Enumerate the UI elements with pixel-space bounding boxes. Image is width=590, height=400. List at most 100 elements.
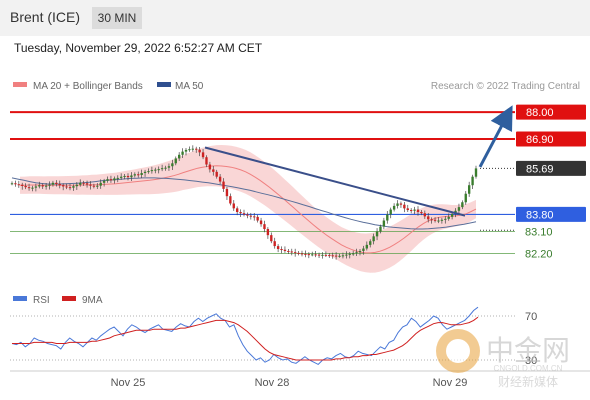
candle-body	[297, 252, 300, 254]
rsi-plot: 30 70	[10, 306, 537, 367]
candle-body	[17, 184, 21, 186]
candle-body	[382, 220, 386, 227]
legend-swatch-ma20	[13, 82, 27, 87]
candle-body	[174, 158, 177, 164]
legend-label-9ma: 9MA	[82, 295, 103, 306]
candle-body	[72, 186, 75, 188]
candle-body	[474, 168, 478, 177]
candle-body	[348, 253, 351, 255]
candle-body	[273, 241, 276, 247]
candle-body	[34, 186, 38, 188]
candle-body	[266, 229, 270, 236]
candle-body	[102, 180, 106, 183]
candle-body	[242, 213, 246, 215]
candle-body	[164, 167, 167, 169]
candle-body	[99, 182, 102, 186]
watermark-subtitle: 财经新媒体	[498, 374, 558, 389]
candle-body	[41, 185, 44, 187]
candle-body	[181, 151, 184, 155]
candle-body	[375, 231, 379, 237]
candle-body	[222, 181, 225, 189]
candle-body	[10, 183, 14, 185]
candle-body	[48, 184, 51, 186]
candle-body	[290, 251, 293, 253]
x-tick-label: Nov 25	[111, 377, 146, 389]
candle-body	[450, 213, 454, 217]
price-label-text: 82.20	[525, 248, 553, 260]
candle-body	[96, 185, 99, 187]
candle-body	[283, 249, 287, 251]
candle-body	[113, 178, 116, 181]
trend-line	[204, 146, 466, 217]
price-label-box	[516, 160, 586, 176]
candle-body	[89, 184, 92, 186]
candle-body	[191, 148, 195, 150]
candle-body	[328, 255, 331, 257]
candle-body	[355, 252, 358, 254]
candle-body	[79, 182, 82, 185]
price-label-text: 86.90	[526, 134, 554, 146]
candle-body	[160, 168, 164, 170]
candle-body	[406, 208, 409, 211]
candle-body	[280, 249, 283, 251]
candle-body	[399, 203, 403, 205]
candle-body	[334, 255, 338, 257]
instrument-title: Brent (ICE)	[10, 9, 81, 25]
candle-body	[379, 226, 382, 232]
x-tick-label: Nov 28	[255, 377, 290, 389]
candle-body	[106, 179, 109, 181]
candle-body	[167, 166, 171, 168]
candle-body	[287, 250, 290, 252]
candle-body	[270, 235, 273, 242]
price-label-box	[516, 131, 586, 147]
candle-body	[440, 219, 444, 221]
candle-body	[198, 149, 201, 153]
candle-body	[358, 250, 362, 253]
candle-body	[92, 185, 96, 187]
watermark-url: CNGOLD.COM.CN	[494, 364, 563, 373]
price-label-box	[516, 206, 586, 222]
candle-body	[317, 254, 321, 256]
candle-body	[75, 184, 79, 187]
candle-body	[171, 163, 174, 167]
candle-body	[416, 209, 420, 212]
candle-body	[119, 176, 123, 178]
candle-body	[150, 170, 154, 172]
candle-body	[467, 185, 471, 194]
candle-body	[123, 175, 126, 177]
watermark: 中金网 CNGOLD.COM.CN 财经新媒体	[436, 329, 570, 389]
candle-body	[249, 215, 253, 217]
rsi-tick-label: 30	[525, 355, 537, 367]
candle-body	[212, 169, 215, 172]
candle-body	[239, 212, 242, 214]
bollinger-band	[20, 145, 476, 273]
x-tick-label: Nov 29	[433, 377, 468, 389]
main-plot: 88.00 86.90 85.69 83.80 83.10 82.20	[10, 104, 586, 273]
candle-body	[205, 157, 208, 165]
candle-body	[423, 213, 427, 217]
candle-body	[82, 182, 85, 184]
candle-body	[225, 188, 229, 197]
candle-body	[133, 174, 137, 176]
candle-body	[321, 254, 324, 256]
candle-body	[51, 182, 55, 185]
candle-body	[140, 173, 143, 175]
candle-body	[65, 186, 68, 188]
candle-body	[464, 193, 467, 203]
candle-body	[427, 216, 430, 220]
candle-body	[68, 187, 72, 189]
candle-body	[293, 252, 297, 254]
candle-body	[44, 185, 48, 187]
candle-body	[137, 174, 140, 176]
candle-body	[154, 169, 157, 171]
candle-body	[413, 209, 416, 211]
candle-body	[338, 255, 341, 257]
rsi-line	[11, 306, 479, 366]
candle-body	[461, 202, 464, 208]
timeframe-badge[interactable]: 30 MIN	[92, 7, 142, 29]
candle-body	[218, 176, 222, 182]
candle-body	[215, 171, 218, 177]
candle-body	[420, 212, 423, 214]
legend-label-ma50: MA 50	[175, 81, 204, 92]
